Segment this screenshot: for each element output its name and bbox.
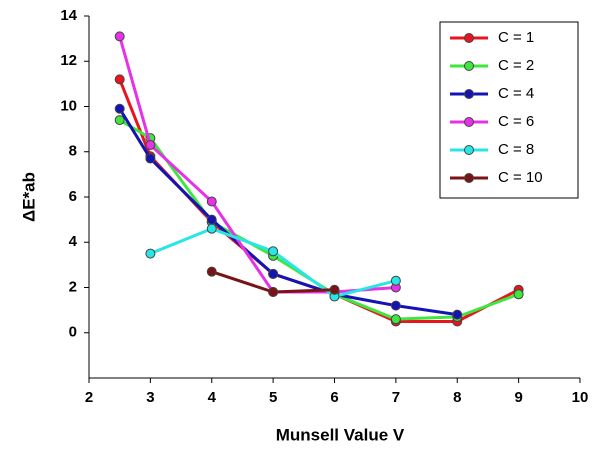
series-line	[149, 227, 397, 299]
y-tick-label: 8	[69, 143, 77, 160]
data-point	[206, 214, 217, 225]
data-point	[114, 31, 125, 42]
legend-label: C = 4	[498, 85, 534, 102]
series-line	[118, 35, 396, 294]
y-axis-label: ΔE*ab	[19, 172, 38, 222]
data-point	[206, 223, 217, 234]
data-point	[114, 103, 125, 114]
data-point	[390, 275, 401, 286]
data-point	[114, 74, 125, 85]
data-point	[145, 153, 156, 164]
x-tick-label: 2	[85, 389, 93, 406]
data-point	[206, 196, 217, 207]
x-axis-label: Munsell Value V	[276, 425, 405, 444]
legend-marker	[464, 173, 474, 183]
data-point	[329, 284, 340, 295]
data-point	[268, 268, 279, 279]
legend-marker	[464, 61, 474, 71]
x-tick-label: 5	[269, 389, 277, 406]
y-tick-label: 2	[69, 278, 77, 295]
data-point	[268, 287, 279, 298]
y-tick-label: 0	[69, 324, 77, 341]
y-tick-label: 4	[69, 233, 78, 250]
data-point	[206, 266, 217, 277]
data-point	[114, 115, 125, 126]
x-tick-label: 4	[208, 389, 217, 406]
legend-label: C = 1	[498, 29, 534, 46]
series-line	[118, 107, 458, 317]
x-tick-label: 6	[330, 389, 338, 406]
data-point	[268, 246, 279, 257]
data-point	[145, 139, 156, 150]
legend-label: C = 10	[498, 169, 543, 186]
data-point	[390, 300, 401, 311]
legend-label: C = 6	[498, 113, 534, 130]
y-tick-label: 10	[60, 97, 77, 114]
x-tick-label: 3	[146, 389, 154, 406]
legend-box	[439, 21, 579, 199]
y-tick-label: 6	[69, 188, 77, 205]
legend-label: C = 8	[498, 141, 534, 158]
data-point	[513, 289, 524, 300]
x-tick-label: 8	[453, 389, 461, 406]
legend-marker	[464, 33, 474, 43]
data-point	[145, 248, 156, 259]
legend-marker	[464, 89, 474, 99]
data-point	[452, 309, 463, 320]
y-tick-label: 12	[60, 52, 77, 69]
x-tick-label: 9	[514, 389, 522, 406]
legend-label: C = 2	[498, 57, 534, 74]
x-tick-label: 10	[572, 389, 589, 406]
x-tick-label: 7	[392, 389, 400, 406]
legend-marker	[464, 145, 474, 155]
legend-marker	[464, 117, 474, 127]
data-point	[390, 314, 401, 325]
y-tick-label: 14	[60, 7, 77, 24]
